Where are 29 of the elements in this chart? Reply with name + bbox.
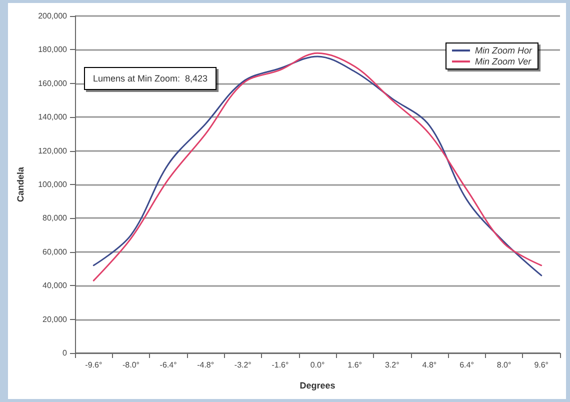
- y-tick-label: 0: [62, 348, 68, 358]
- x-tick-label: 6.4°: [460, 360, 474, 370]
- y-tick-label: 80,000: [42, 214, 68, 223]
- x-tick-label: -6.4°: [160, 360, 177, 370]
- x-tick-label: 3.2°: [384, 360, 400, 370]
- y-tick-label: 180,000: [38, 45, 68, 54]
- x-tick-label: -4.8°: [197, 360, 214, 370]
- y-tick-label: 140,000: [38, 112, 68, 122]
- x-tick-label: 0.0°: [310, 360, 325, 370]
- y-tick-label: 160,000: [38, 78, 68, 88]
- y-tick-label: 60,000: [42, 247, 68, 256]
- x-tick-label: -1.6°: [272, 360, 289, 370]
- y-tick-label: 20,000: [42, 314, 68, 324]
- x-axis-title: Degrees: [300, 380, 336, 390]
- x-tick-label: 8.0°: [496, 360, 512, 370]
- x-tick-label: -8.0°: [122, 360, 140, 370]
- annotation: Lumens at Min Zoom: 8,423: [93, 74, 208, 84]
- y-tick-label: 100,000: [38, 180, 68, 189]
- y-tick-label: 200,000: [38, 12, 68, 20]
- y-tick-label: 40,000: [42, 281, 68, 290]
- x-tick-label: 4.8°: [422, 360, 437, 370]
- y-axis-title: Candela: [16, 166, 26, 202]
- x-tick-label: 1.6°: [348, 360, 362, 370]
- x-tick-label: -9.6°: [85, 360, 102, 370]
- legend-label: Min Zoom Ver: [474, 56, 532, 66]
- x-tick-label: -3.2°: [234, 360, 252, 370]
- legend-label: Min Zoom Hor: [474, 46, 534, 56]
- y-tick-label: 120,000: [38, 146, 68, 156]
- x-tick-label: 9.6°: [534, 360, 549, 370]
